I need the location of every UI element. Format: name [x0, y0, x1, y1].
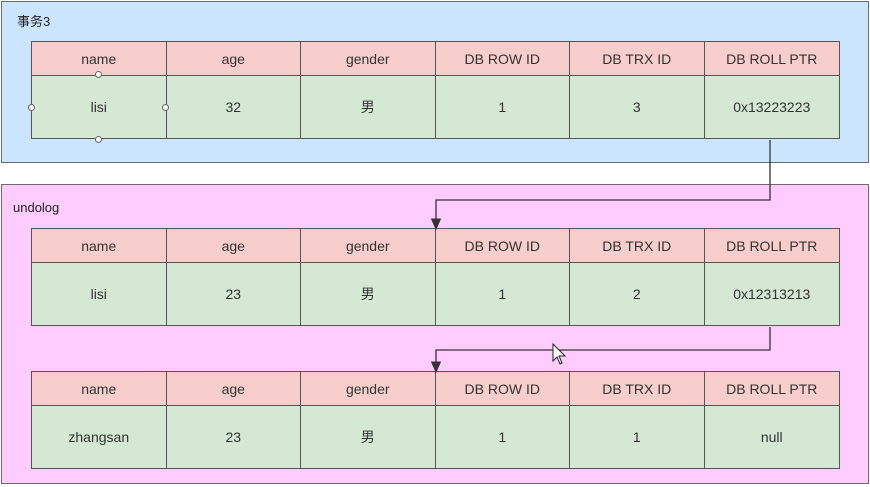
value-db-roll-ptr[interactable]: 0x13223223 — [704, 76, 839, 138]
transaction-label: 事务3 — [17, 14, 51, 29]
value-gender[interactable]: 男 — [301, 406, 436, 468]
header-db-row-id: DB ROW ID — [435, 42, 570, 76]
value-db-trx-id[interactable]: 2 — [570, 263, 705, 325]
undolog-record-1[interactable]: name age gender DB ROW ID DB TRX ID DB R… — [31, 228, 840, 326]
value-name[interactable]: lisi — [32, 263, 167, 325]
header-db-trx-id: DB TRX ID — [570, 372, 705, 406]
undolog-label: undolog — [13, 200, 60, 215]
header-name: name — [32, 42, 167, 76]
value-db-roll-ptr[interactable]: null — [704, 406, 839, 468]
value-db-roll-ptr[interactable]: 0x12313213 — [704, 263, 839, 325]
transaction-record[interactable]: name age gender DB ROW ID DB TRX ID DB R… — [31, 41, 840, 139]
header-db-row-id: DB ROW ID — [435, 372, 570, 406]
value-db-row-id[interactable]: 1 — [435, 263, 570, 325]
header-db-roll-ptr: DB ROLL PTR — [704, 372, 839, 406]
value-age[interactable]: 23 — [166, 406, 301, 468]
header-gender: gender — [301, 42, 436, 76]
header-gender: gender — [301, 229, 436, 263]
value-gender[interactable]: 男 — [301, 76, 436, 138]
selection-handle-top[interactable] — [95, 71, 102, 78]
value-db-row-id[interactable]: 1 — [435, 406, 570, 468]
header-name: name — [32, 229, 167, 263]
selection-handle-left[interactable] — [28, 104, 35, 111]
value-name[interactable]: zhangsan — [32, 406, 167, 468]
value-age[interactable]: 32 — [166, 76, 301, 138]
undolog-record-2[interactable]: name age gender DB ROW ID DB TRX ID DB R… — [31, 371, 840, 469]
header-name: name — [32, 372, 167, 406]
value-gender[interactable]: 男 — [301, 263, 436, 325]
header-age: age — [166, 372, 301, 406]
header-db-row-id: DB ROW ID — [435, 229, 570, 263]
value-db-row-id[interactable]: 1 — [435, 76, 570, 138]
selection-handle-bottom[interactable] — [95, 136, 102, 143]
header-db-trx-id: DB TRX ID — [570, 229, 705, 263]
header-db-roll-ptr: DB ROLL PTR — [704, 229, 839, 263]
value-age[interactable]: 23 — [166, 263, 301, 325]
header-gender: gender — [301, 372, 436, 406]
selection-handle-right[interactable] — [162, 104, 169, 111]
header-age: age — [166, 229, 301, 263]
header-db-roll-ptr: DB ROLL PTR — [704, 42, 839, 76]
header-db-trx-id: DB TRX ID — [570, 42, 705, 76]
value-name[interactable]: lisi — [32, 76, 167, 138]
value-db-trx-id[interactable]: 3 — [570, 76, 705, 138]
header-age: age — [166, 42, 301, 76]
value-db-trx-id[interactable]: 1 — [570, 406, 705, 468]
